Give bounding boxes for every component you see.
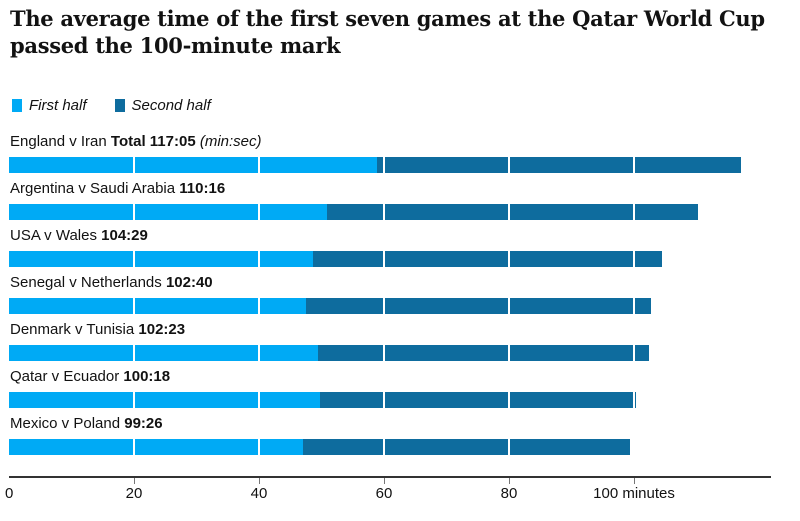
bar-first-half <box>9 392 321 408</box>
bar-gridline <box>258 298 260 314</box>
chart-row: Mexico v Poland 99:26 <box>0 415 800 462</box>
axis-tick <box>384 478 385 484</box>
chart-title: The average time of the first seven game… <box>10 6 765 59</box>
bar-gridline <box>383 251 385 267</box>
match-name: Qatar v Ecuador <box>10 368 124 385</box>
stacked-bar <box>9 392 636 408</box>
stacked-bar <box>9 298 651 314</box>
bar-gridline <box>633 392 635 408</box>
bar-first-half <box>9 157 377 173</box>
row-label: Denmark v Tunisia 102:23 <box>10 321 185 338</box>
bar-gridline <box>383 298 385 314</box>
bar-gridline <box>633 204 635 220</box>
bar-gridline <box>508 157 510 173</box>
row-label: USA v Wales 104:29 <box>10 227 148 244</box>
match-total-time: 110:16 <box>179 180 226 197</box>
bar-gridline <box>258 157 260 173</box>
stacked-bar <box>9 439 631 455</box>
axis-tick <box>634 478 635 484</box>
match-name: Argentina v Saudi Arabia <box>10 180 180 197</box>
axis-tick <box>259 478 260 484</box>
bar-gridline <box>508 204 510 220</box>
chart-row: Denmark v Tunisia 102:23 <box>0 321 800 368</box>
chart-row: Senegal v Netherlands 102:40 <box>0 274 800 321</box>
second-half-swatch-icon <box>114 99 125 112</box>
x-axis-line <box>9 476 771 478</box>
bar-gridline <box>508 439 510 455</box>
axis-tick-label: 80 <box>500 485 518 502</box>
axis-tick-label: 60 <box>375 485 393 502</box>
bar-gridline <box>258 251 260 267</box>
match-total-time: Total 117:05 <box>110 133 196 150</box>
bar-gridline <box>133 439 135 455</box>
bar-gridline <box>633 298 635 314</box>
match-total-time: 99:26 <box>124 415 163 432</box>
bar-gridline <box>633 157 635 173</box>
bar-gridline <box>383 157 385 173</box>
match-name: Denmark v Tunisia <box>10 321 139 338</box>
bar-gridline <box>258 439 260 455</box>
bar-first-half <box>9 345 318 361</box>
bar-gridline <box>258 204 260 220</box>
axis-tick-label: 20 <box>125 485 143 502</box>
chart-row: USA v Wales 104:29 <box>0 227 800 274</box>
chart-row: Qatar v Ecuador 100:18 <box>0 368 800 415</box>
bar-gridline <box>508 298 510 314</box>
row-label: Senegal v Netherlands 102:40 <box>10 274 213 291</box>
bar-gridline <box>508 251 510 267</box>
bar-gridline <box>383 345 385 361</box>
bar-gridline <box>383 439 385 455</box>
bar-gridline <box>633 251 635 267</box>
row-label: Argentina v Saudi Arabia 110:16 <box>10 180 225 197</box>
axis-tick-label: 0 <box>5 485 14 502</box>
match-total-time: 102:40 <box>165 274 213 291</box>
match-name: England v Iran <box>10 133 111 150</box>
row-label: Mexico v Poland 99:26 <box>10 415 163 432</box>
bar-first-half <box>9 251 313 267</box>
bar-gridline <box>133 251 135 267</box>
axis-tick <box>134 478 135 484</box>
legend-item-second-half: Second half <box>114 97 211 114</box>
stacked-bar <box>9 345 649 361</box>
stacked-bar <box>9 251 662 267</box>
first-half-swatch-icon <box>12 99 22 112</box>
bar-gridline <box>633 345 635 361</box>
row-label: Qatar v Ecuador 100:18 <box>10 368 170 385</box>
axis-tick-label: 100 minutes <box>593 485 675 502</box>
axis-tick-label: 40 <box>250 485 268 502</box>
bar-gridline <box>133 345 135 361</box>
match-total-time: 100:18 <box>123 368 171 385</box>
bar-first-half <box>9 298 306 314</box>
bar-gridline <box>133 392 135 408</box>
bar-gridline <box>133 157 135 173</box>
axis-tick <box>509 478 510 484</box>
row-label: England v Iran Total 117:05 (min:sec) <box>10 133 262 150</box>
bar-gridline <box>508 345 510 361</box>
match-total-time: 104:29 <box>101 227 148 244</box>
stacked-bar <box>9 157 741 173</box>
match-total-time: 102:23 <box>138 321 186 338</box>
match-name: USA v Wales <box>10 227 102 244</box>
legend-label-first-half: First half <box>29 97 87 114</box>
bar-gridline <box>258 392 260 408</box>
bar-gridline <box>133 298 135 314</box>
match-name: Mexico v Poland <box>10 415 125 432</box>
bar-gridline <box>258 345 260 361</box>
bar-gridline <box>383 204 385 220</box>
chart-row: England v Iran Total 117:05 (min:sec) <box>0 133 800 180</box>
legend-label-second-half: Second half <box>131 97 211 114</box>
time-units-note: (min:sec) <box>195 133 262 150</box>
legend-item-first-half: First half <box>12 97 87 114</box>
bar-first-half <box>9 204 328 220</box>
legend: First half Second half <box>12 97 211 114</box>
bar-gridline <box>383 392 385 408</box>
match-name: Senegal v Netherlands <box>10 274 166 291</box>
stacked-bar <box>9 204 699 220</box>
bar-gridline <box>508 392 510 408</box>
bar-first-half <box>9 439 303 455</box>
chart-row: Argentina v Saudi Arabia 110:16 <box>0 180 800 227</box>
bar-gridline <box>133 204 135 220</box>
x-axis: 0 20 40 60 80 100 minutes <box>0 476 800 520</box>
